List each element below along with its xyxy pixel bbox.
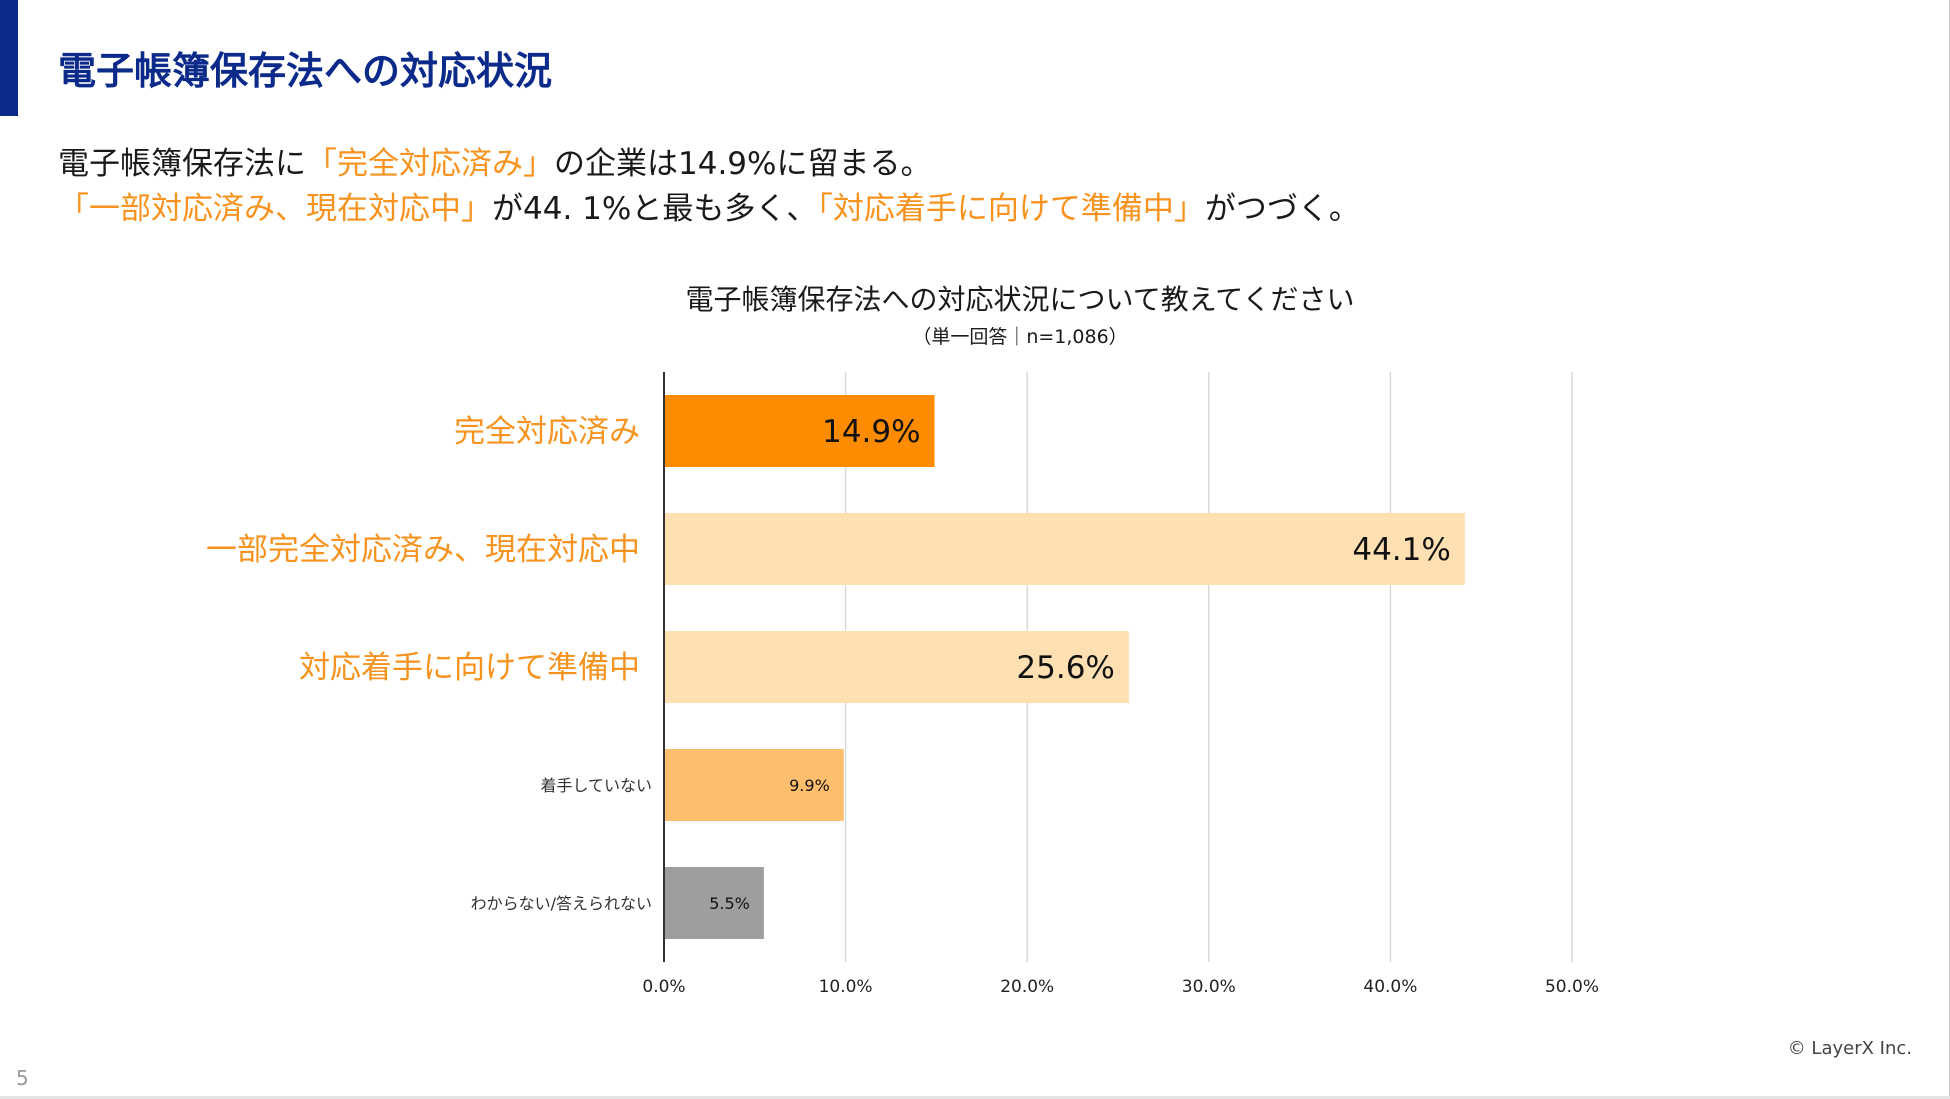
bar bbox=[664, 395, 935, 467]
x-tick-label: 10.0% bbox=[819, 977, 873, 997]
title-accent-bar bbox=[0, 0, 18, 116]
summary-line-1: 電子帳簿保存法に「完全対応済み」の企業は14.9%に留まる。 bbox=[58, 138, 931, 183]
category-label: 一部完全対応済み、現在対応中 bbox=[206, 532, 640, 568]
chart-title: 電子帳簿保存法への対応状況について教えてください bbox=[685, 283, 1355, 316]
summary-highlight: 「対応着手に向けて準備中」 bbox=[817, 191, 1205, 227]
data-label: 5.5% bbox=[709, 894, 750, 913]
chart-subtitle: （単一回答｜n=1,086） bbox=[912, 326, 1128, 348]
summary-highlight: 「一部対応済み、現在対応中」 bbox=[58, 191, 492, 227]
category-label: 着手していない bbox=[540, 776, 652, 795]
category-label: 対応着手に向けて準備中 bbox=[299, 650, 640, 686]
summary-text: が44. 1%と最も多く、 bbox=[492, 191, 818, 227]
data-label: 44.1% bbox=[1352, 532, 1450, 568]
x-tick-label: 30.0% bbox=[1182, 977, 1236, 997]
x-tick-label: 0.0% bbox=[642, 977, 685, 997]
summary-highlight: 「完全対応済み」 bbox=[306, 146, 554, 182]
summary-line-2: 「一部対応済み、現在対応中」が44. 1%と最も多く、「対応着手に向けて準備中」… bbox=[58, 183, 1360, 228]
summary-text: がつづく。 bbox=[1204, 191, 1360, 227]
summary-text: の企業は14.9%に留まる。 bbox=[554, 146, 932, 182]
x-tick-label: 50.0% bbox=[1545, 977, 1599, 997]
x-tick-label: 20.0% bbox=[1000, 977, 1054, 997]
category-label: わからない/答えられない bbox=[471, 894, 652, 913]
bar bbox=[664, 631, 1129, 703]
bar bbox=[664, 867, 764, 939]
copyright: © LayerX Inc. bbox=[1787, 1038, 1912, 1059]
page-number: 5 bbox=[16, 1066, 29, 1090]
page-title: 電子帳簿保存法への対応状況 bbox=[58, 49, 553, 93]
frame-border-bottom bbox=[0, 1096, 1950, 1099]
summary-text: 電子帳簿保存法に bbox=[58, 146, 306, 182]
category-label: 完全対応済み bbox=[454, 414, 640, 450]
data-label: 14.9% bbox=[822, 414, 920, 450]
x-tick-label: 40.0% bbox=[1363, 977, 1417, 997]
data-label: 9.9% bbox=[789, 776, 830, 795]
data-label: 25.6% bbox=[1016, 650, 1114, 686]
bar bbox=[664, 513, 1465, 585]
bar bbox=[664, 749, 844, 821]
